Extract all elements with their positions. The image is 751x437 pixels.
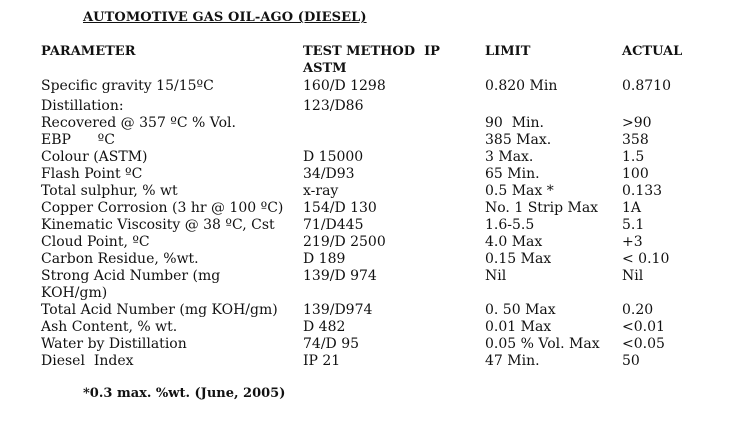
- parameter-cell: Recovered @ 357 ºC % Vol.: [41, 115, 236, 131]
- parameter-cell: Cloud Point, ºC: [41, 234, 150, 250]
- actual-cell: 0.133: [622, 183, 663, 199]
- test-method-cell: D 15000: [303, 149, 364, 165]
- actual-cell: >90: [622, 115, 652, 131]
- limit-cell: 0.820 Min: [485, 78, 558, 94]
- limit-cell: 0.5 Max *: [485, 183, 554, 199]
- actual-cell: <0.01: [622, 319, 665, 335]
- document-title: AUTOMOTIVE GAS OIL-AGO (DIESEL): [83, 10, 367, 25]
- header-parameter: PARAMETER: [41, 44, 136, 59]
- test-method-cell: 160/D 1298: [303, 78, 386, 94]
- parameter-cell: Distillation:: [41, 98, 124, 114]
- actual-cell: 5.1: [622, 217, 645, 233]
- table-row: Ash Content, % wt. D 482 0.01 Max <0.01: [0, 319, 751, 336]
- limit-cell: 0.15 Max: [485, 251, 552, 267]
- actual-cell: < 0.10: [622, 251, 670, 267]
- limit-cell: 4.0 Max: [485, 234, 543, 250]
- limit-cell: 90 Min.: [485, 115, 544, 131]
- test-method-cell: 74/D 95: [303, 336, 360, 352]
- test-method-cell: D 189: [303, 251, 346, 267]
- table-row: EBP ºC 385 Max. 358: [0, 132, 751, 149]
- test-method-cell: IP 21: [303, 353, 341, 369]
- table-row: Colour (ASTM) D 15000 3 Max. 1.5: [0, 149, 751, 166]
- header-test-method-line1: TEST METHOD IP: [303, 44, 440, 59]
- table-row: Diesel Index IP 21 47 Min. 50: [0, 353, 751, 370]
- table-row: KOH/gm): [0, 285, 751, 302]
- table-row: Water by Distillation 74/D 95 0.05 % Vol. …: [0, 336, 751, 353]
- parameter-cell: Ash Content, % wt.: [41, 319, 178, 335]
- table-row: Cloud Point, ºC 219/D 2500 4.0 Max +3: [0, 234, 751, 251]
- actual-cell: 100: [622, 166, 649, 182]
- table-row: Carbon Residue, %wt. D 189 0.15 Max < 0.10: [0, 251, 751, 268]
- limit-cell: 385 Max.: [485, 132, 552, 148]
- header-test-method-line2: ASTM: [303, 61, 347, 76]
- parameter-cell: Carbon Residue, %wt.: [41, 251, 199, 267]
- parameter-cell: Total sulphur, % wt: [41, 183, 178, 199]
- parameter-cell: Strong Acid Number (mg: [41, 268, 221, 284]
- actual-cell: 0.8710: [622, 78, 671, 94]
- actual-cell: Nil: [622, 268, 644, 284]
- test-method-cell: 219/D 2500: [303, 234, 386, 250]
- header-actual: ACTUAL: [622, 44, 683, 59]
- limit-cell: 47 Min.: [485, 353, 540, 369]
- parameter-cell: Colour (ASTM): [41, 149, 148, 165]
- table-row: Total sulphur, % wt x-ray 0.5 Max * 0.133: [0, 183, 751, 200]
- header-test-method: TEST METHOD IP ASTM: [303, 43, 440, 77]
- table-row: Recovered @ 357 ºC % Vol. 90 Min. >90: [0, 115, 751, 132]
- header-limit: LIMIT: [485, 44, 531, 59]
- limit-cell: 3 Max.: [485, 149, 534, 165]
- actual-cell: <0.05: [622, 336, 665, 352]
- footnote: *0.3 max. %wt. (June, 2005): [83, 386, 286, 401]
- limit-cell: Nil: [485, 268, 507, 284]
- parameter-cell: Flash Point ºC: [41, 166, 143, 182]
- actual-cell: 1A: [622, 200, 642, 216]
- table-row: Total Acid Number (mg KOH/gm) 139/D974 0. …: [0, 302, 751, 319]
- test-method-cell: 71/D445: [303, 217, 364, 233]
- test-method-cell: 34/D93: [303, 166, 355, 182]
- actual-cell: 1.5: [622, 149, 645, 165]
- parameter-cell: Kinematic Viscosity @ 38 ºC, Cst: [41, 217, 275, 233]
- limit-cell: 0.05 % Vol. Max: [485, 336, 600, 352]
- parameter-cell: Water by Distillation: [41, 336, 187, 352]
- actual-cell: 0.20: [622, 302, 654, 318]
- test-method-cell: D 482: [303, 319, 346, 335]
- parameter-cell: EBP ºC: [41, 132, 115, 148]
- table-row: Specific gravity 15/15ºC 160/D 1298 0.820 …: [0, 78, 751, 95]
- table-row: Strong Acid Number (mg 139/D 974 Nil Nil: [0, 268, 751, 285]
- actual-cell: 50: [622, 353, 640, 369]
- limit-cell: No. 1 Strip Max: [485, 200, 599, 216]
- parameter-cell: Specific gravity 15/15ºC: [41, 78, 214, 94]
- parameter-cell: Diesel Index: [41, 353, 134, 369]
- limit-cell: 65 Min.: [485, 166, 540, 182]
- test-method-cell: 123/D86: [303, 98, 364, 114]
- test-method-cell: x-ray: [303, 183, 339, 199]
- actual-cell: 358: [622, 132, 649, 148]
- limit-cell: 0. 50 Max: [485, 302, 556, 318]
- table-row: Distillation: 123/D86: [0, 98, 751, 115]
- table-row: Copper Corrosion (3 hr @ 100 ºC) 154/D 13…: [0, 200, 751, 217]
- test-method-cell: 154/D 130: [303, 200, 377, 216]
- table-row: Kinematic Viscosity @ 38 ºC, Cst 71/D445 1…: [0, 217, 751, 234]
- test-method-cell: 139/D974: [303, 302, 373, 318]
- limit-cell: 1.6-5.5: [485, 217, 535, 233]
- parameter-cell: Total Acid Number (mg KOH/gm): [41, 302, 278, 318]
- limit-cell: 0.01 Max: [485, 319, 552, 335]
- test-method-cell: 139/D 974: [303, 268, 377, 284]
- parameter-cell: Copper Corrosion (3 hr @ 100 ºC): [41, 200, 284, 216]
- table-row: Flash Point ºC 34/D93 65 Min. 100: [0, 166, 751, 183]
- actual-cell: +3: [622, 234, 643, 250]
- parameter-cell: KOH/gm): [41, 285, 108, 301]
